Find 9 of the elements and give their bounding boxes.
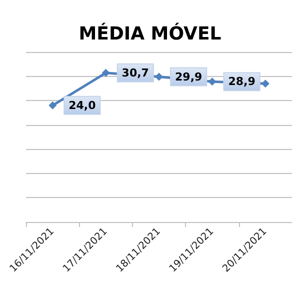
point xyxy=(261,80,270,88)
data-label: 30,7 xyxy=(122,66,149,80)
point xyxy=(48,101,57,110)
data-label: 29,9 xyxy=(175,70,202,84)
data-label: 24,0 xyxy=(68,98,96,112)
point xyxy=(102,68,110,77)
data-label: 28,9 xyxy=(228,75,256,88)
point xyxy=(155,72,164,81)
chart-title: MÉDIA MÓVEL xyxy=(78,22,222,44)
